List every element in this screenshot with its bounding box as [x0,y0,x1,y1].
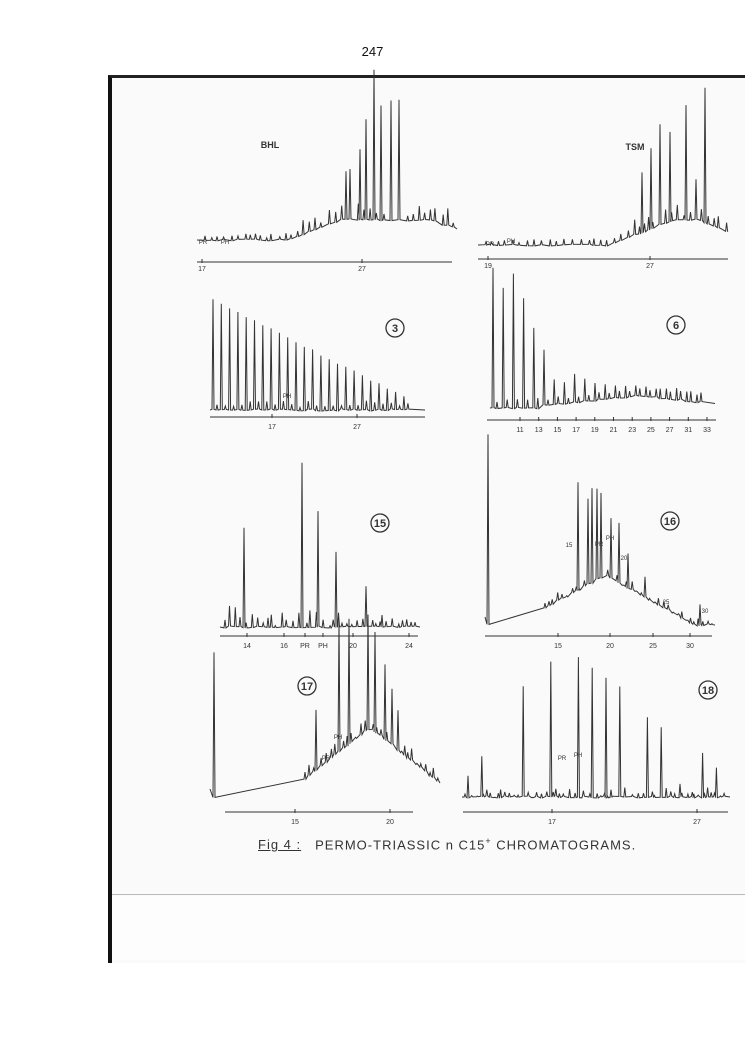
panel-BHL-title: BHL [261,140,280,150]
panel-3-annotation: PH [283,394,291,400]
panel-3-label: 3 [392,323,398,335]
panel-6-tick-label: 27 [666,427,674,434]
panel-17-tick-label: 15 [291,819,299,826]
panel-BHL-tick-label: 17 [198,266,206,273]
panel-6-label-circle [666,315,686,335]
panel-18-label: 18 [702,685,714,697]
page-number: 247 [361,44,384,59]
panel-16-label-circle [660,511,680,531]
panel-6-tick-label: 23 [628,427,636,434]
panel-17-annotation: PR [322,756,331,762]
panel-16-trace [484,434,716,627]
panel-16-tick-label: 30 [686,643,694,650]
panel-18-tick-label: 27 [693,819,701,826]
panel-BHL-tick-label: 27 [358,266,366,273]
caption-sup: + [485,836,492,846]
panel-15-tick-label: PR [300,643,310,650]
panel-15-trace [219,462,421,630]
panel-TSM-trace [477,87,729,247]
panel-16-annotation: 30 [702,609,709,615]
scan-margin [112,896,745,960]
scan-edge-line [112,894,745,895]
figure-caption: Fig 4 : PERMO-TRIASSIC n C15+ CHROMATOGRA… [258,836,636,852]
panel-6-label: 6 [673,320,679,332]
panel-6-tick-label: 19 [591,427,599,434]
panel-15-tick-label: 16 [280,643,288,650]
panel-3-tick-label: 27 [353,424,361,431]
panel-TSM-annotation: PH [507,239,515,245]
panel-16-annotation: 15 [566,543,573,549]
caption-text: PERMO-TRIASSIC n C15 [315,837,486,853]
panel-6-tick-label: 13 [535,427,543,434]
panel-TSM-title: TSM [626,142,645,152]
panel-6-tick-label: 33 [703,427,711,434]
panel-6-tick-label: 17 [572,427,580,434]
panel-17-tick-label: 20 [386,819,394,826]
panel-17-annotation: PH [334,735,342,741]
caption-label: Fig 4 : [258,837,302,853]
panel-18-annotation: PH [574,753,582,759]
panel-6-tick-label: 11 [516,427,523,434]
panel-18-annotation: PR [558,756,567,762]
panel-3-label-circle [385,318,405,338]
panel-15-tick-label: 14 [243,643,251,650]
panel-15-label: 15 [374,518,386,530]
panel-16-annotation: PR [595,542,604,548]
panel-6-tick-label: 21 [610,427,618,434]
panel-TSM-tick-label: 19 [484,263,492,270]
panel-3-tick-label: 17 [268,424,276,431]
panel-BHL-annotation: PR [199,240,208,246]
panel-16-annotation: PH [606,536,614,542]
panel-17-label: 17 [301,681,313,693]
panel-15-label-circle [370,513,390,533]
panel-17-label-circle [297,676,317,696]
panel-BHL-annotation: PH [221,240,229,246]
panel-16-annotation: 20 [621,556,628,562]
panel-17-trace [209,614,441,799]
panel-16-label: 16 [664,516,676,528]
panel-15-tick-label: PH [318,643,328,650]
panel-15-tick-label: 24 [405,643,413,650]
panel-18-trace [461,657,731,799]
panel-6-tick-label: 15 [554,427,562,434]
panel-BHL-trace [196,69,458,242]
scanned-page [108,75,745,963]
panel-TSM-tick-label: 27 [646,263,654,270]
panel-16-tick-label: 25 [649,643,657,650]
panel-18-tick-label: 17 [548,819,556,826]
panel-16-tick-label: 15 [554,643,562,650]
panel-6-tick-label: 31 [684,427,692,434]
panel-16-annotation: 25 [663,600,670,606]
panel-6-tick-label: 25 [647,427,655,434]
panel-TSM-annotation: PR [486,242,495,248]
panel-3-trace [209,299,426,412]
panel-15-tick-label: 20 [349,643,357,650]
panel-6-trace [489,267,716,410]
panel-16-tick-label: 20 [606,643,614,650]
caption-tail: CHROMATOGRAMS. [491,837,637,853]
panel-18-label-circle [698,680,718,700]
